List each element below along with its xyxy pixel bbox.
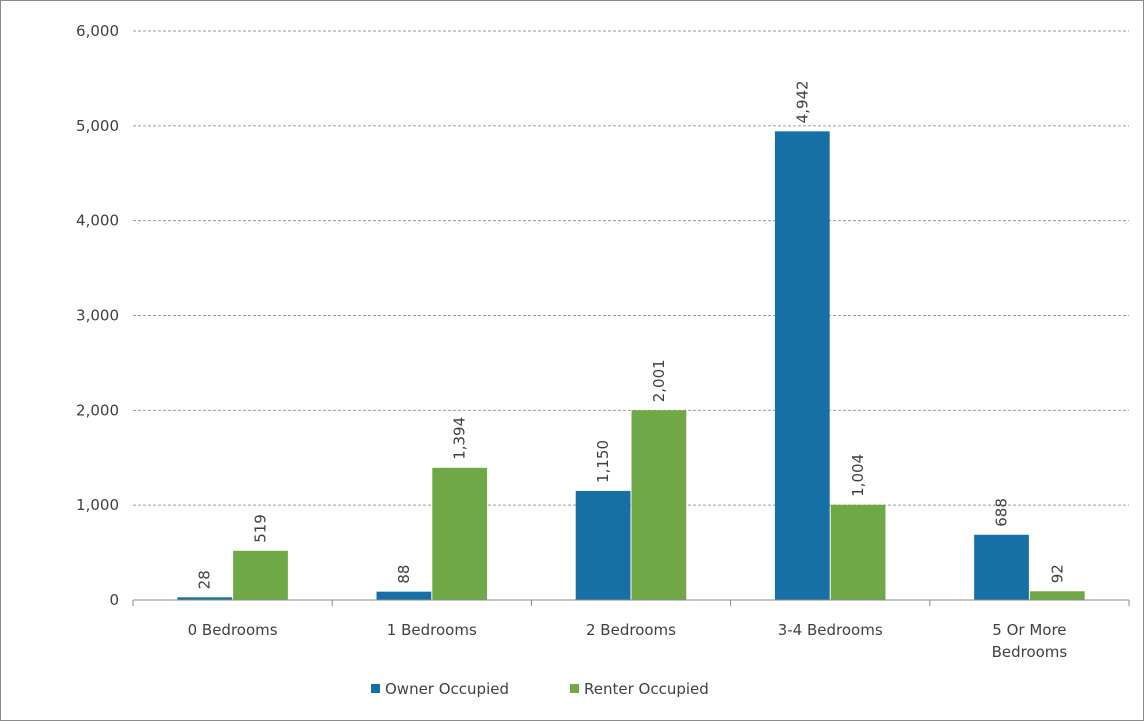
y-tick-label: 2,000 [76, 401, 119, 419]
data-label: 519 [251, 514, 269, 543]
bar-owner-occupied [575, 490, 631, 600]
legend-label: Renter Occupied [584, 680, 709, 698]
bar-renter-occupied [233, 550, 288, 600]
bar-renter-occupied [830, 504, 886, 600]
bars [177, 131, 1085, 600]
bar-owner-occupied [774, 131, 830, 600]
bar-owner-occupied [177, 597, 233, 600]
bar-owner-occupied [376, 591, 432, 600]
data-label: 4,942 [793, 80, 811, 123]
x-category-label: 1 Bedrooms [387, 621, 477, 639]
data-label: 1,150 [594, 440, 612, 483]
x-category-label: 2 Bedrooms [586, 621, 676, 639]
legend-swatch [371, 684, 380, 693]
legend-label: Owner Occupied [385, 680, 509, 698]
gridlines [133, 30, 1129, 506]
y-tick-label: 1,000 [76, 496, 119, 514]
x-category-label: 5 Or More [992, 621, 1066, 639]
data-label: 2,001 [650, 359, 668, 402]
legend-swatch [570, 684, 579, 693]
legend: Owner Occupied Renter Occupied [371, 680, 709, 698]
data-label: 1,004 [849, 454, 867, 497]
bar-renter-occupied [631, 410, 687, 600]
x-category-label: 3-4 Bedrooms [778, 621, 883, 639]
data-labels: 28 519 88 1,394 1,150 2,001 4,942 1,004 688 92 [196, 80, 1067, 589]
y-tick-label: 4,000 [76, 212, 119, 230]
y-tick-label: 5,000 [76, 117, 119, 135]
y-axis: 0 1,000 2,000 3,000 4,000 5,000 6,000 [76, 22, 119, 609]
bar-renter-occupied [432, 467, 488, 600]
x-category-label: Bedrooms [992, 643, 1068, 661]
bar-renter-occupied [1029, 591, 1085, 600]
data-label: 92 [1048, 564, 1066, 583]
x-category-label: 0 Bedrooms [188, 621, 278, 639]
data-label: 28 [196, 570, 214, 589]
data-label: 688 [993, 498, 1011, 527]
x-axis: 0 Bedrooms 1 Bedrooms 2 Bedrooms 3-4 Bedroo… [132, 599, 1130, 661]
y-tick-label: 3,000 [76, 307, 119, 325]
y-tick-label: 6,000 [76, 22, 119, 40]
y-tick-label: 0 [109, 591, 119, 609]
data-label: 1,394 [451, 417, 469, 460]
bar-owner-occupied [974, 534, 1029, 600]
data-label: 88 [395, 565, 413, 584]
